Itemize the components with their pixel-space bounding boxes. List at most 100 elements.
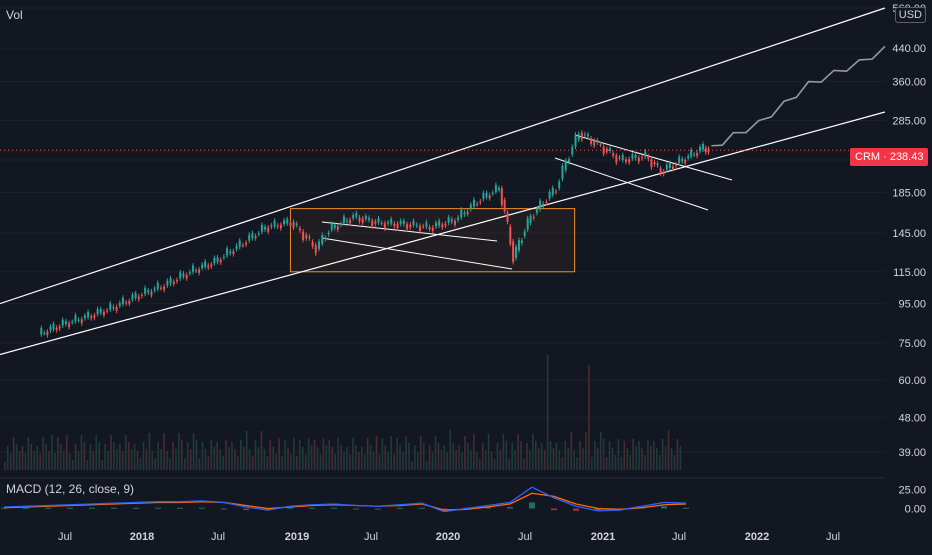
candle-body bbox=[509, 226, 512, 244]
volume-bar bbox=[679, 446, 682, 470]
candle-body bbox=[517, 240, 520, 251]
volume-bar bbox=[481, 443, 484, 470]
volume-bar bbox=[166, 451, 168, 470]
volume-bar bbox=[499, 450, 502, 470]
candle-body bbox=[460, 209, 463, 218]
volume-bar bbox=[641, 448, 643, 470]
candle-body bbox=[245, 242, 248, 245]
volume-bar bbox=[30, 444, 33, 470]
candle-body bbox=[83, 315, 86, 319]
candle-body bbox=[305, 234, 308, 239]
volume-bar bbox=[517, 434, 519, 470]
candle-body bbox=[102, 311, 105, 316]
candle-body bbox=[662, 171, 665, 174]
time-tick-label: 2019 bbox=[285, 531, 309, 543]
volume-bar bbox=[9, 453, 12, 470]
volume-bar bbox=[310, 445, 313, 470]
candle-body bbox=[515, 246, 518, 258]
volume-bar bbox=[340, 445, 342, 470]
volume-bar bbox=[629, 455, 631, 470]
volume-bar bbox=[561, 457, 564, 470]
candle-body bbox=[333, 224, 336, 229]
volume-bar bbox=[181, 440, 183, 470]
candle-body bbox=[156, 282, 159, 289]
volume-bar bbox=[172, 442, 174, 470]
volume-bar bbox=[254, 440, 257, 470]
candle-body bbox=[90, 316, 93, 319]
volume-bar bbox=[360, 447, 363, 470]
candle-body bbox=[317, 241, 320, 249]
projection-path bbox=[711, 45, 886, 147]
price-tick-label: 60.00 bbox=[898, 375, 926, 387]
candle-body bbox=[512, 241, 515, 262]
volume-bar bbox=[242, 447, 245, 470]
volume-bar bbox=[257, 447, 260, 470]
macd-histogram-bar bbox=[89, 507, 95, 509]
volume-bar bbox=[293, 438, 295, 470]
volume-bar bbox=[588, 365, 590, 470]
volume-bar bbox=[582, 448, 584, 470]
candle-body bbox=[577, 133, 580, 140]
macd-histogram-bar bbox=[221, 508, 227, 510]
candle-body bbox=[444, 223, 447, 226]
volume-bar bbox=[63, 451, 65, 470]
volume-bar bbox=[440, 450, 443, 470]
volume-bar bbox=[299, 440, 301, 470]
candle-body bbox=[355, 213, 358, 217]
candle-body bbox=[624, 159, 627, 162]
volume-bar bbox=[428, 445, 431, 470]
volume-bar bbox=[434, 436, 437, 470]
volume-bar bbox=[304, 454, 307, 470]
volume-bar bbox=[520, 441, 522, 470]
volume-bar bbox=[301, 447, 304, 470]
volume-bar bbox=[502, 434, 505, 470]
time-tick-label: Jul bbox=[826, 531, 840, 543]
candle-body bbox=[235, 245, 238, 250]
volume-bar bbox=[4, 462, 6, 470]
volume-bar bbox=[505, 441, 508, 470]
candle-body bbox=[289, 222, 292, 227]
candle-body bbox=[580, 132, 583, 140]
candle-body bbox=[61, 319, 64, 326]
volume-bar bbox=[80, 435, 83, 470]
volume-bar bbox=[484, 450, 487, 470]
candle-body bbox=[707, 148, 710, 153]
candle-body bbox=[485, 192, 488, 198]
macd-pane bbox=[0, 477, 885, 513]
volume-bar bbox=[425, 461, 428, 470]
candle-body bbox=[185, 275, 188, 279]
macd-histogram-bar bbox=[331, 507, 337, 509]
volume-bar bbox=[614, 455, 617, 470]
volume-bar bbox=[222, 456, 224, 470]
candle-body bbox=[74, 315, 77, 322]
candle-body bbox=[342, 216, 345, 224]
candle-body bbox=[422, 226, 425, 228]
candle-body bbox=[361, 218, 364, 223]
currency-badge[interactable]: USD bbox=[894, 7, 926, 23]
candle-body bbox=[276, 225, 279, 227]
volume-bar bbox=[408, 443, 410, 470]
candle-body bbox=[204, 261, 207, 267]
candle-body bbox=[441, 224, 444, 228]
candle-body bbox=[612, 153, 615, 156]
time-tick-label: 2022 bbox=[745, 531, 769, 543]
volume-bar bbox=[116, 449, 118, 470]
candle-body bbox=[659, 168, 662, 174]
volume-bar bbox=[605, 457, 608, 470]
volume-bar bbox=[461, 452, 463, 470]
candle-body bbox=[396, 223, 399, 229]
candle-body bbox=[571, 146, 574, 155]
candle-body bbox=[564, 160, 567, 171]
candle-body bbox=[615, 155, 618, 163]
candle-body bbox=[321, 235, 324, 244]
macd-histogram-bar bbox=[419, 507, 425, 509]
candle-body bbox=[257, 233, 260, 235]
candle-body bbox=[159, 287, 162, 289]
candle-body bbox=[137, 296, 140, 300]
candle-body bbox=[349, 219, 352, 224]
candle-body bbox=[551, 187, 554, 195]
volume-bar bbox=[608, 441, 611, 470]
volume-bar bbox=[284, 440, 286, 470]
